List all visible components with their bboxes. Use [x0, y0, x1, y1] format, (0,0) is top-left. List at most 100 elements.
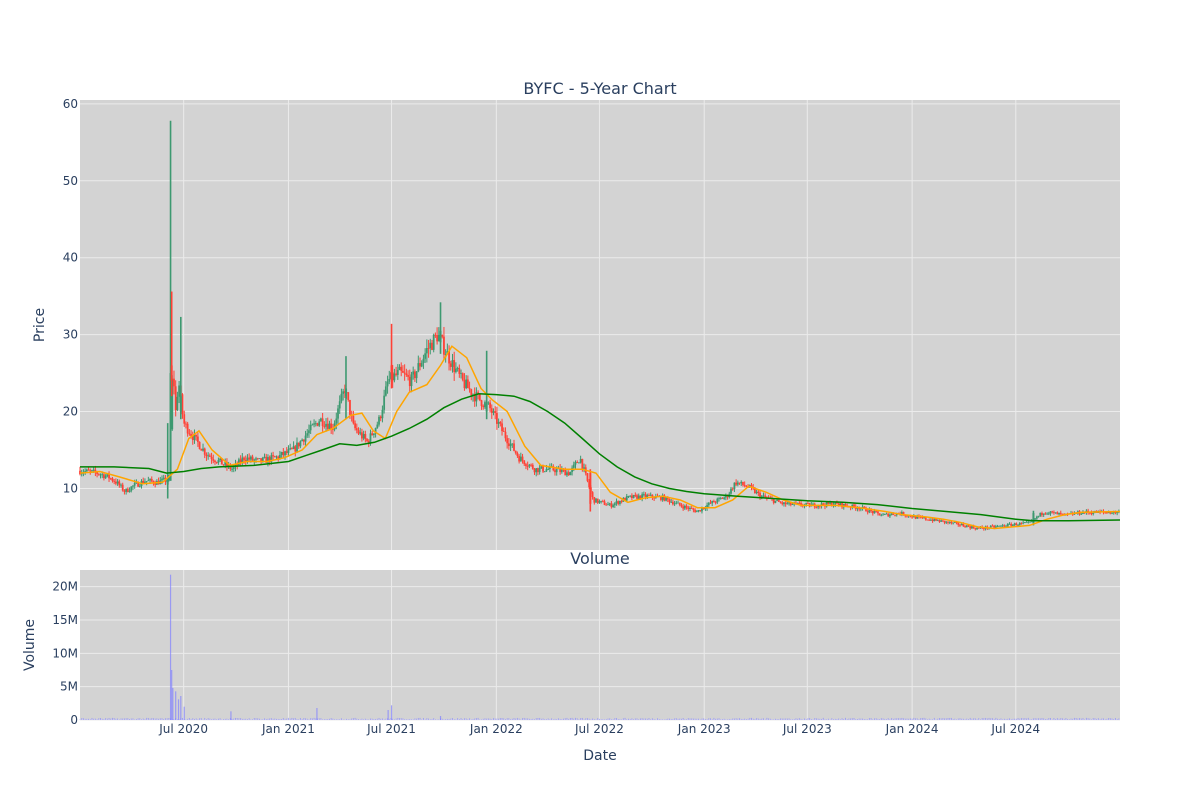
volume-bar [129, 719, 131, 720]
date-x-tick-label: Jul 2024 [990, 722, 1040, 736]
candle-body [1090, 512, 1093, 514]
volume-bar [937, 718, 939, 720]
volume-bar [421, 719, 423, 720]
volume-bar [819, 718, 821, 720]
volume-bar [940, 718, 942, 720]
candle-body [255, 458, 257, 460]
candle-body [559, 468, 562, 472]
candle-body [340, 393, 343, 402]
candle-body [490, 408, 493, 413]
candle-body [101, 474, 104, 476]
volume-bar [1073, 717, 1075, 720]
volume-bar [269, 718, 271, 720]
volume-bar [212, 718, 214, 720]
volume-bar [752, 718, 754, 720]
volume-bar [176, 719, 178, 720]
candle-body [258, 458, 261, 460]
volume-bar [110, 718, 112, 720]
volume-bar [1070, 718, 1072, 720]
volume-bar [800, 718, 802, 720]
volume-bar [990, 718, 992, 720]
date-x-tick-label: Jan 2023 [677, 722, 731, 736]
price-plot-area [80, 100, 1120, 550]
volume-bar [884, 718, 886, 720]
candle-body [653, 497, 656, 499]
candle-body [648, 495, 650, 496]
candle-body [796, 502, 799, 504]
volume-bar [142, 718, 144, 720]
volume-bar [120, 718, 122, 720]
volume-bar [1080, 718, 1082, 720]
volume-bar [1101, 718, 1103, 720]
candle-body [354, 423, 356, 429]
candle-body [444, 354, 447, 356]
volume-bar [759, 718, 761, 720]
candle-body [113, 480, 116, 482]
candle-body [750, 485, 753, 488]
volume-bar [368, 719, 370, 720]
volume-bar [228, 719, 230, 720]
candle-body [672, 501, 674, 505]
volume-bar [499, 718, 501, 720]
volume-bar [1082, 718, 1084, 720]
candle-body [118, 481, 121, 486]
volume-bar [426, 718, 428, 720]
volume-bar [217, 718, 219, 720]
volume-bar [809, 718, 811, 720]
volume-bar [831, 718, 833, 720]
volume-bar [969, 717, 971, 720]
date-x-ticks: Jul 2020 Jan 2021 Jul 2021 Jan 2022 Jul 2022… [158, 722, 1040, 736]
candle-body [1047, 513, 1050, 515]
candle-body [381, 409, 384, 419]
volume-bar [725, 719, 727, 720]
volume-bar [766, 717, 768, 720]
candle-body [202, 448, 204, 451]
volume-bar [668, 718, 670, 720]
candle-body [624, 498, 626, 501]
volume-bar [226, 718, 228, 720]
candle-body [386, 381, 389, 387]
volume-bar [573, 718, 575, 720]
candle-body [1020, 522, 1023, 524]
volume-bar [241, 718, 243, 720]
volume-bar [522, 718, 524, 720]
volume-bar [957, 718, 959, 720]
volume-bar [443, 719, 445, 720]
volume-bar [713, 717, 715, 720]
candle-body [1022, 522, 1025, 524]
candle-body [982, 528, 985, 530]
volume-bar [530, 719, 532, 720]
volume-bar [137, 718, 139, 720]
volume-bar [1065, 718, 1067, 720]
candle-body [911, 516, 914, 518]
candle-body [538, 467, 541, 473]
candle-body [253, 459, 256, 461]
candle-body [453, 360, 456, 373]
candle-body [328, 423, 331, 429]
candle-body [591, 492, 594, 498]
candle-body [443, 336, 445, 355]
volume-bar [843, 718, 845, 720]
volume-bar [805, 719, 807, 720]
volume-bar [663, 719, 665, 720]
volume-bar [113, 718, 115, 720]
volume-bar-notable [177, 699, 180, 720]
volume-bar [234, 717, 236, 720]
volume-bar [827, 718, 829, 720]
volume-bar [253, 718, 255, 720]
candle-body [174, 386, 177, 411]
volume-bar [342, 719, 344, 720]
candle-body [272, 455, 274, 457]
candle-body [349, 400, 351, 415]
volume-bar [665, 719, 667, 720]
volume-bar [511, 718, 513, 720]
volume-bar [810, 719, 812, 720]
volume-bar [821, 718, 823, 720]
candle-body [962, 523, 965, 527]
candle-body [359, 432, 362, 434]
candle-body [798, 502, 801, 504]
candle-body [938, 520, 941, 522]
volume-bar [400, 718, 402, 720]
candle-body [605, 504, 608, 506]
